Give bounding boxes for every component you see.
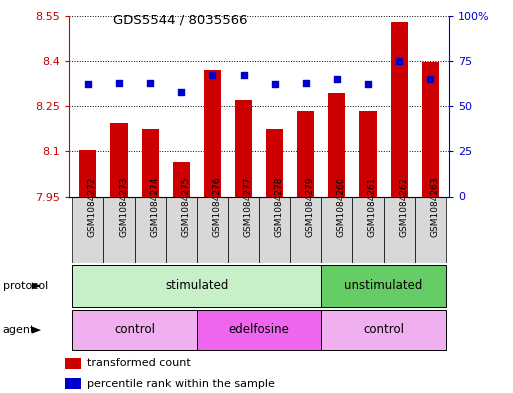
Bar: [290, 196, 321, 263]
Bar: [197, 310, 321, 350]
Polygon shape: [32, 282, 41, 289]
Bar: [266, 129, 283, 196]
Bar: [321, 196, 352, 263]
Bar: [228, 196, 259, 263]
Point: [177, 88, 185, 95]
Bar: [80, 150, 96, 196]
Text: unstimulated: unstimulated: [344, 279, 423, 292]
Text: GSM1084273: GSM1084273: [119, 176, 128, 237]
Text: GSM1084277: GSM1084277: [244, 176, 252, 237]
Point: [115, 79, 123, 86]
Point: [395, 58, 403, 64]
Bar: [166, 196, 197, 263]
Bar: [197, 196, 228, 263]
Text: stimulated: stimulated: [165, 279, 228, 292]
Text: GSM1084276: GSM1084276: [212, 176, 222, 237]
Point: [302, 79, 310, 86]
Point: [146, 79, 154, 86]
Bar: [360, 111, 377, 196]
Text: control: control: [363, 323, 404, 336]
Text: GSM1084279: GSM1084279: [306, 176, 315, 237]
Text: GSM1084275: GSM1084275: [181, 176, 190, 237]
Bar: [204, 70, 221, 196]
Point: [270, 81, 279, 88]
Text: transformed count: transformed count: [87, 358, 191, 368]
Bar: [65, 378, 81, 389]
Bar: [104, 196, 134, 263]
Bar: [134, 196, 166, 263]
Bar: [235, 100, 252, 196]
Text: GDS5544 / 8035566: GDS5544 / 8035566: [113, 14, 247, 27]
Point: [240, 72, 248, 79]
Bar: [259, 196, 290, 263]
Bar: [142, 129, 159, 196]
Point: [333, 76, 341, 82]
Text: GSM1084278: GSM1084278: [274, 176, 284, 237]
Bar: [422, 62, 439, 196]
Text: GSM1084260: GSM1084260: [337, 176, 346, 237]
Bar: [352, 196, 384, 263]
Text: GSM1084261: GSM1084261: [368, 176, 377, 237]
Text: control: control: [114, 323, 155, 336]
Point: [364, 81, 372, 88]
Text: GSM1084274: GSM1084274: [150, 176, 159, 237]
Text: protocol: protocol: [3, 281, 48, 291]
Text: percentile rank within the sample: percentile rank within the sample: [87, 378, 275, 389]
Bar: [297, 111, 314, 196]
Bar: [72, 310, 197, 350]
Text: agent: agent: [3, 325, 35, 335]
Text: GSM1084262: GSM1084262: [399, 176, 408, 237]
Bar: [328, 93, 345, 196]
Bar: [110, 123, 128, 196]
Polygon shape: [32, 327, 41, 334]
Point: [84, 81, 92, 88]
Text: GSM1084272: GSM1084272: [88, 176, 97, 237]
Text: GSM1084263: GSM1084263: [430, 176, 439, 237]
Bar: [384, 196, 415, 263]
Bar: [390, 22, 408, 196]
Bar: [72, 196, 104, 263]
Text: edelfosine: edelfosine: [229, 323, 289, 336]
Bar: [173, 162, 190, 196]
Bar: [415, 196, 446, 263]
Bar: [321, 265, 446, 307]
Bar: [65, 358, 81, 369]
Point: [426, 76, 435, 82]
Point: [208, 72, 216, 79]
Bar: [321, 310, 446, 350]
Bar: [72, 265, 321, 307]
